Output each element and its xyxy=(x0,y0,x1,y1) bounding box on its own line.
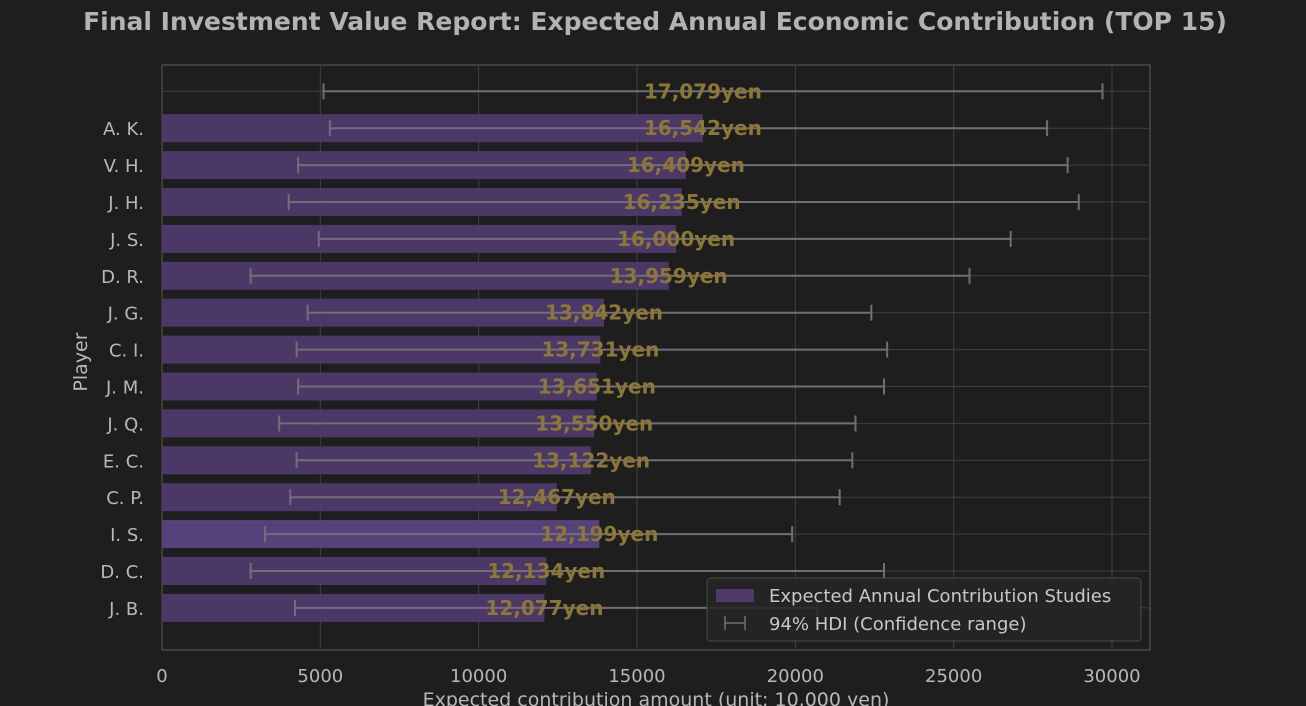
y-tick-label-cp-11: C. P. xyxy=(106,488,144,509)
legend: Expected Annual Contribution Studies 94%… xyxy=(706,577,1142,642)
legend-box xyxy=(706,577,1142,642)
value-label-js-4: 16,000yen xyxy=(617,227,735,251)
y-tick-label-jh-3: J. H. xyxy=(107,193,144,214)
value-label-jg-6: 13,842yen xyxy=(545,301,663,325)
x-axis-label: Expected contribution amount (unit: 10,0… xyxy=(423,689,890,706)
error-bars xyxy=(249,83,1104,616)
legend-swatch-bar xyxy=(716,589,754,602)
y-tick-label-ak-1: A. K. xyxy=(103,119,144,140)
value-label-jm-8: 13,651yen xyxy=(538,375,656,399)
value-label-jq-9: 13,550yen xyxy=(535,411,653,435)
legend-label-hdi: 94% HDI (Confidence range) xyxy=(769,614,1026,635)
x-tick-labels: 0 5000 10000 15000 20000 25000 30000 xyxy=(156,666,1140,687)
y-tick-label-jq-9: J. Q. xyxy=(106,414,144,435)
y-tick-label-is-12: I. S. xyxy=(110,525,144,546)
value-label-vh-2: 16,409yen xyxy=(627,153,745,177)
y-tick-label-jg-6: J. G. xyxy=(107,304,144,325)
y-tick-label-js-4: J. S. xyxy=(109,230,144,251)
value-labels: 17,079yen 16,542yen 16,409yen 16,235yen 16,0… xyxy=(485,79,761,620)
y-tick-label-jb-14: J. B. xyxy=(108,599,144,620)
y-tick-label-ec-10: E. C. xyxy=(103,451,144,472)
value-label-jh-3: 16,235yen xyxy=(623,190,741,214)
value-label-ec-10: 13,122yen xyxy=(532,448,650,472)
y-tick-label-vh-2: V. H. xyxy=(104,156,144,177)
x-tick-label-10000: 10000 xyxy=(450,666,507,687)
value-label-ak-1: 16,542yen xyxy=(644,116,762,140)
value-label-cp-11: 12,467yen xyxy=(498,485,616,509)
y-tick-label-dr-5: D. R. xyxy=(101,267,144,288)
value-label-jb-14: 12,077yen xyxy=(485,596,603,620)
x-tick-label-0: 0 xyxy=(156,666,167,687)
y-axis-label: Player xyxy=(70,332,92,391)
y-tick-labels: A. K. V. H. J. H. J. S. D. R. J. G. C. I. J. M.… xyxy=(100,119,144,620)
x-tick-label-20000: 20000 xyxy=(767,666,824,687)
value-label-ci-7: 13,731yen xyxy=(541,338,659,362)
y-tick-label-jm-8: J. M. xyxy=(105,378,144,399)
x-tick-label-15000: 15000 xyxy=(608,666,665,687)
value-label-dc-13: 12,134yen xyxy=(487,559,605,583)
x-tick-label-25000: 25000 xyxy=(925,666,982,687)
chart-title: Final Investment Value Report: Expected … xyxy=(83,7,1227,36)
x-tick-label-30000: 30000 xyxy=(1083,666,1140,687)
value-label-top-0: 17,079yen xyxy=(644,79,762,103)
y-tick-label-dc-13: D. C. xyxy=(100,562,144,583)
y-tick-label-ci-7: C. I. xyxy=(109,341,144,362)
x-tick-label-5000: 5000 xyxy=(297,666,343,687)
legend-label-bar: Expected Annual Contribution Studies xyxy=(769,586,1111,607)
value-label-is-12: 12,199yen xyxy=(540,522,658,546)
value-label-dr-5: 13,959yen xyxy=(610,264,728,288)
